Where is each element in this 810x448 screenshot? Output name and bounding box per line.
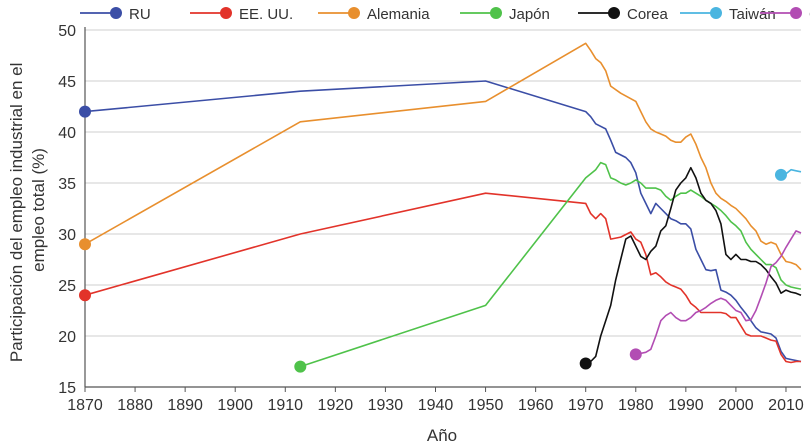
series-marker-japon	[294, 360, 307, 373]
legend-marker-japon	[490, 7, 502, 19]
legend-marker-corea	[608, 7, 620, 19]
legend-marker-china	[790, 7, 802, 19]
y-tick-label: 25	[58, 278, 76, 295]
series-marker-taiwan	[774, 168, 787, 181]
x-tick-label: 1870	[67, 397, 103, 414]
series-marker-ee-uu	[79, 289, 91, 302]
gridlines	[85, 29, 801, 388]
legend-label-taiwan: Taiwán	[729, 6, 776, 23]
series-marker-china	[629, 348, 642, 361]
y-tick-label: 35	[58, 176, 76, 193]
y-tick-label: 15	[58, 380, 76, 397]
x-tick-label: 1970	[568, 397, 604, 414]
legend-label-corea: Corea	[627, 6, 669, 23]
legend-label-japon: Japón	[509, 6, 550, 23]
series-line-japon	[300, 161, 802, 368]
y-axis-label: Participación del empleo industrial en e…	[7, 58, 48, 362]
x-tick-label: 1920	[318, 397, 354, 414]
x-tick-label: 2010	[768, 397, 804, 414]
legend-marker-taiwan	[710, 7, 722, 19]
series-markers	[79, 105, 787, 373]
y-axis: 15 20 25 30 35 40 45 50	[58, 23, 86, 397]
legend-marker-ru	[110, 7, 122, 19]
x-tick-label: 1950	[468, 397, 504, 414]
x-tick-label: 2000	[718, 397, 754, 414]
x-axis-label: Año	[427, 426, 457, 445]
y-axis-label-line-1: Participación del empleo industrial en e…	[7, 63, 26, 363]
series-line-ee-uu	[84, 192, 801, 364]
y-tick-label: 50	[58, 23, 76, 40]
legend-label-alemania: Alemania	[367, 6, 430, 23]
x-tick-label: 1930	[368, 397, 404, 414]
y-tick-label: 45	[58, 74, 76, 91]
legend-marker-alemania	[348, 7, 360, 19]
legend-label-ee-uu: EE. UU.	[239, 6, 293, 23]
x-tick-label: 1940	[418, 397, 454, 414]
series-line-corea	[585, 166, 802, 365]
x-axis: 1870 1880 1890 1900 1910 1920 1930 1940 1950 1960…	[67, 386, 804, 414]
series-line-ru	[84, 80, 802, 363]
x-tick-label: 1880	[117, 397, 153, 414]
series-lines	[84, 42, 802, 368]
y-tick-label: 20	[58, 329, 76, 346]
series-line-china	[635, 230, 802, 356]
series-marker-alemania	[79, 238, 91, 251]
x-tick-label: 1900	[217, 397, 253, 414]
x-tick-label: 1990	[668, 397, 704, 414]
y-axis-label-line-2: empleo total (%)	[29, 148, 48, 272]
y-tick-label: 30	[58, 227, 76, 244]
series-marker-corea	[579, 357, 592, 370]
series-line-alemania	[84, 42, 802, 271]
legend-label-ru: RU	[129, 6, 151, 23]
x-tick-label: 1980	[618, 397, 654, 414]
y-tick-label: 40	[58, 125, 76, 142]
x-tick-label: 1890	[167, 397, 203, 414]
legend-marker-ee-uu	[220, 7, 232, 19]
x-tick-label: 1910	[267, 397, 303, 414]
series-marker-ru	[79, 105, 91, 118]
x-tick-label: 1960	[518, 397, 554, 414]
